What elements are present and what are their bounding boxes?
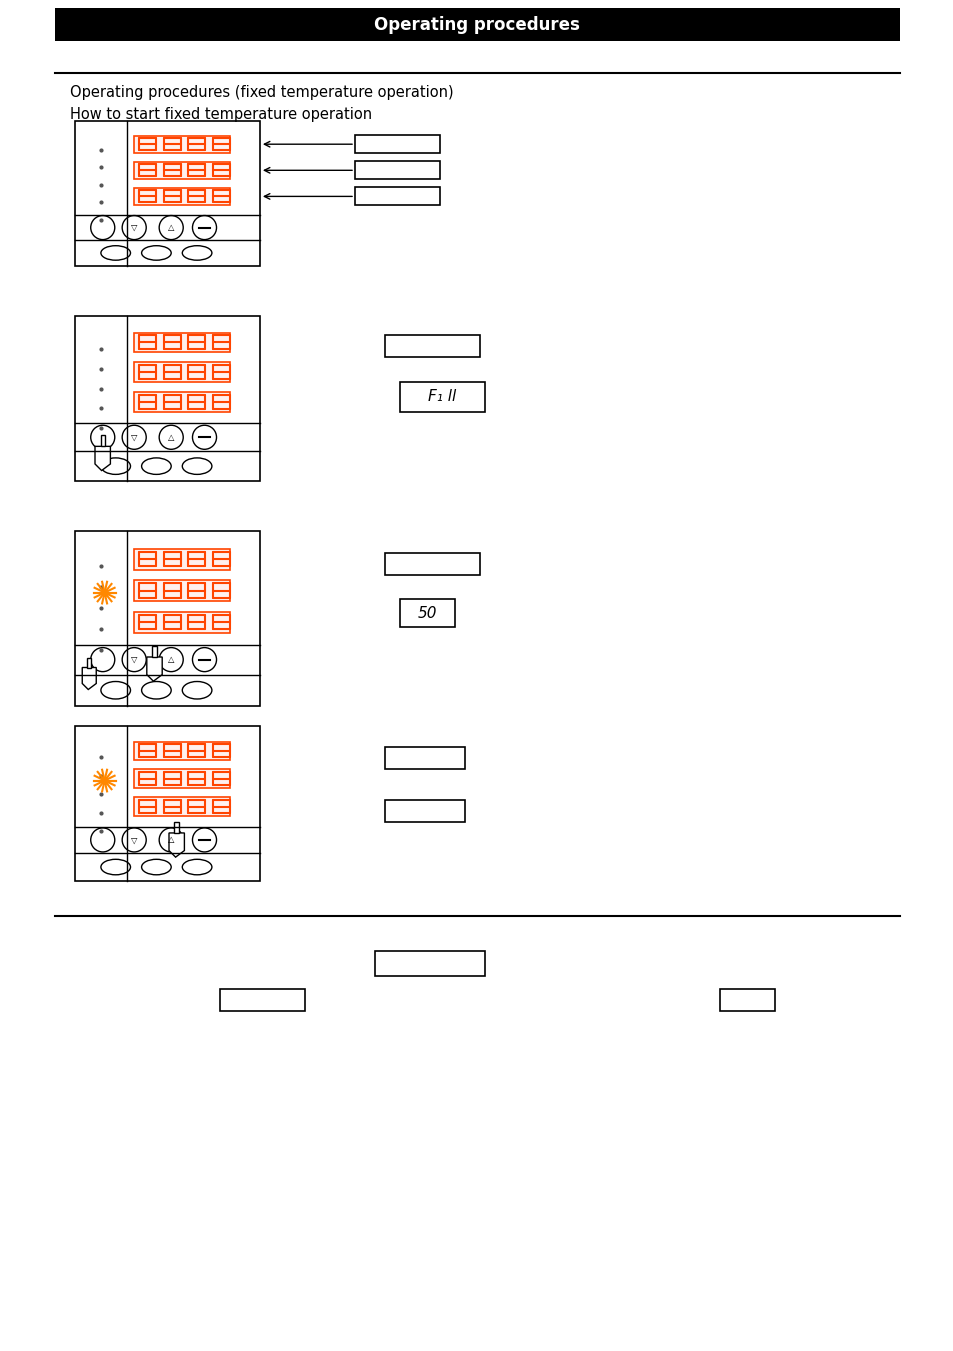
Bar <box>75 725 260 881</box>
Bar <box>134 612 231 632</box>
Polygon shape <box>152 646 156 657</box>
Bar <box>75 316 260 481</box>
Bar <box>399 382 484 412</box>
Text: △: △ <box>168 835 174 844</box>
Bar <box>134 188 231 205</box>
Polygon shape <box>100 435 105 446</box>
Bar <box>385 800 464 823</box>
Text: △: △ <box>168 655 174 665</box>
Ellipse shape <box>141 458 171 474</box>
Ellipse shape <box>141 859 171 875</box>
Text: ▽: ▽ <box>131 223 137 232</box>
Bar <box>385 553 479 574</box>
Bar <box>55 8 899 41</box>
Text: F₁ ll: F₁ ll <box>428 389 456 404</box>
Text: Operating procedures (fixed temperature operation): Operating procedures (fixed temperature … <box>70 85 453 100</box>
Circle shape <box>122 828 146 852</box>
Bar <box>134 742 231 761</box>
Ellipse shape <box>101 246 131 261</box>
Polygon shape <box>174 821 179 834</box>
Circle shape <box>159 216 183 239</box>
Bar <box>134 580 231 601</box>
Polygon shape <box>169 834 184 857</box>
Text: Operating procedures: Operating procedures <box>374 16 579 34</box>
Bar <box>355 135 439 153</box>
Circle shape <box>122 647 146 671</box>
Bar <box>134 162 231 178</box>
Text: How to start fixed temperature operation: How to start fixed temperature operation <box>70 107 372 122</box>
Polygon shape <box>87 658 91 667</box>
Bar <box>134 135 231 153</box>
Bar <box>75 122 260 266</box>
Circle shape <box>91 426 114 450</box>
Circle shape <box>91 647 114 671</box>
Text: ▽: ▽ <box>131 432 137 442</box>
Text: 50: 50 <box>417 605 436 620</box>
Circle shape <box>193 828 216 852</box>
Polygon shape <box>82 667 96 689</box>
Bar <box>134 770 231 788</box>
Circle shape <box>159 426 183 450</box>
Bar <box>355 188 439 205</box>
Bar <box>134 797 231 816</box>
Text: △: △ <box>168 432 174 442</box>
Bar <box>134 549 231 570</box>
Text: ▽: ▽ <box>131 835 137 844</box>
Circle shape <box>193 216 216 239</box>
Ellipse shape <box>101 859 131 875</box>
Bar <box>355 161 439 180</box>
Bar <box>720 989 774 1011</box>
Ellipse shape <box>182 859 212 875</box>
Ellipse shape <box>141 246 171 261</box>
Ellipse shape <box>141 681 171 698</box>
Circle shape <box>122 216 146 239</box>
Circle shape <box>122 426 146 450</box>
Circle shape <box>193 426 216 450</box>
Circle shape <box>91 828 114 852</box>
Bar <box>134 362 231 382</box>
Bar <box>75 531 260 707</box>
Ellipse shape <box>182 458 212 474</box>
Bar <box>375 951 484 975</box>
Bar <box>385 747 464 770</box>
Bar <box>385 335 479 357</box>
Bar <box>134 332 231 353</box>
Bar <box>220 989 305 1011</box>
Ellipse shape <box>182 681 212 698</box>
Circle shape <box>193 647 216 671</box>
Ellipse shape <box>101 681 131 698</box>
Circle shape <box>159 828 183 852</box>
Bar <box>134 392 231 412</box>
Ellipse shape <box>101 458 131 474</box>
Circle shape <box>91 216 114 239</box>
Polygon shape <box>95 446 111 470</box>
Circle shape <box>159 647 183 671</box>
Polygon shape <box>147 657 162 681</box>
Text: ▽: ▽ <box>131 655 137 665</box>
Ellipse shape <box>182 246 212 261</box>
Bar <box>399 600 455 627</box>
Text: △: △ <box>168 223 174 232</box>
